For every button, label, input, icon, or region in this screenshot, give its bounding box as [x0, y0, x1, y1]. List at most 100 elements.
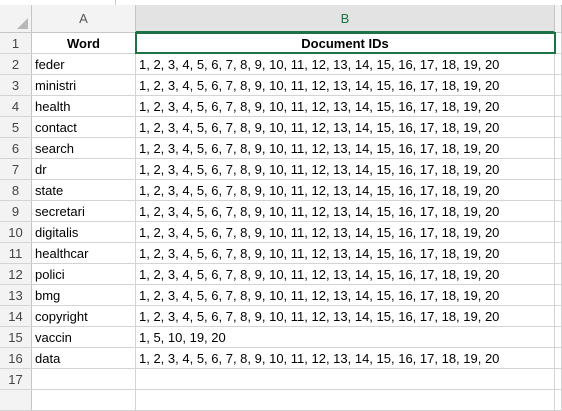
cell-extra[interactable] [555, 306, 562, 327]
cell-extra[interactable] [555, 75, 562, 96]
row-header[interactable]: 8 [0, 180, 32, 201]
cell-word[interactable]: bmg [32, 285, 136, 306]
cell-document-ids[interactable]: 1, 2, 3, 4, 5, 6, 7, 8, 9, 10, 11, 12, 1… [136, 54, 555, 75]
column-header-c[interactable] [555, 5, 562, 33]
cell-document-ids[interactable]: 1, 2, 3, 4, 5, 6, 7, 8, 9, 10, 11, 12, 1… [136, 348, 555, 369]
cell-word[interactable]: data [32, 348, 136, 369]
cell-extra[interactable] [555, 243, 562, 264]
cell-word[interactable]: digitalis [32, 222, 136, 243]
table-row: 17 [0, 369, 562, 390]
cell-extra[interactable] [555, 369, 562, 390]
cell-word[interactable]: secretari [32, 201, 136, 222]
table-row: 10 digitalis 1, 2, 3, 4, 5, 6, 7, 8, 9, … [0, 222, 562, 243]
cell-document-ids[interactable] [136, 369, 555, 390]
cell-document-ids[interactable]: 1, 2, 3, 4, 5, 6, 7, 8, 9, 10, 11, 12, 1… [136, 222, 555, 243]
cell-word[interactable] [32, 390, 136, 411]
row-header[interactable] [0, 390, 32, 411]
cell-extra[interactable] [555, 264, 562, 285]
row-header[interactable]: 1 [0, 33, 32, 54]
cell-extra[interactable] [555, 327, 562, 348]
cell-c1[interactable] [555, 33, 562, 54]
cell-word[interactable]: polici [32, 264, 136, 285]
row-header[interactable]: 14 [0, 306, 32, 327]
table-row: 5 contact 1, 2, 3, 4, 5, 6, 7, 8, 9, 10,… [0, 117, 562, 138]
table-row: 8 state 1, 2, 3, 4, 5, 6, 7, 8, 9, 10, 1… [0, 180, 562, 201]
cell-b1[interactable]: Document IDs [136, 33, 555, 54]
row-header[interactable]: 10 [0, 222, 32, 243]
cell-extra[interactable] [555, 138, 562, 159]
row-header[interactable]: 15 [0, 327, 32, 348]
cell-extra[interactable] [555, 96, 562, 117]
cell-document-ids[interactable]: 1, 2, 3, 4, 5, 6, 7, 8, 9, 10, 11, 12, 1… [136, 306, 555, 327]
cell-extra[interactable] [555, 348, 562, 369]
cell-a1[interactable]: Word [32, 33, 136, 54]
cell-document-ids[interactable]: 1, 2, 3, 4, 5, 6, 7, 8, 9, 10, 11, 12, 1… [136, 159, 555, 180]
cell-extra[interactable] [555, 285, 562, 306]
cell-word[interactable]: health [32, 96, 136, 117]
cell-document-ids[interactable]: 1, 2, 3, 4, 5, 6, 7, 8, 9, 10, 11, 12, 1… [136, 201, 555, 222]
row-header[interactable]: 7 [0, 159, 32, 180]
cell-word[interactable]: dr [32, 159, 136, 180]
row-header[interactable]: 11 [0, 243, 32, 264]
column-header-row: A B [0, 5, 562, 33]
row-header[interactable]: 17 [0, 369, 32, 390]
table-row [0, 390, 562, 411]
cell-extra[interactable] [555, 201, 562, 222]
strip-divider [115, 0, 116, 5]
row-header[interactable]: 9 [0, 201, 32, 222]
table-row: 11 healthcar 1, 2, 3, 4, 5, 6, 7, 8, 9, … [0, 243, 562, 264]
table-row: 12 polici 1, 2, 3, 4, 5, 6, 7, 8, 9, 10,… [0, 264, 562, 285]
cell-document-ids[interactable]: 1, 2, 3, 4, 5, 6, 7, 8, 9, 10, 11, 12, 1… [136, 138, 555, 159]
table-row: 16 data 1, 2, 3, 4, 5, 6, 7, 8, 9, 10, 1… [0, 348, 562, 369]
select-all-button[interactable] [0, 5, 32, 33]
row-header[interactable]: 3 [0, 75, 32, 96]
table-row: 2 feder 1, 2, 3, 4, 5, 6, 7, 8, 9, 10, 1… [0, 54, 562, 75]
table-row: 4 health 1, 2, 3, 4, 5, 6, 7, 8, 9, 10, … [0, 96, 562, 117]
cell-document-ids[interactable]: 1, 2, 3, 4, 5, 6, 7, 8, 9, 10, 11, 12, 1… [136, 264, 555, 285]
cell-extra[interactable] [555, 222, 562, 243]
cell-word[interactable]: contact [32, 117, 136, 138]
cell-word[interactable]: copyright [32, 306, 136, 327]
row-header[interactable]: 4 [0, 96, 32, 117]
row-header[interactable]: 2 [0, 54, 32, 75]
row-header[interactable]: 12 [0, 264, 32, 285]
cell-word[interactable]: vaccin [32, 327, 136, 348]
table-row: 14 copyright 1, 2, 3, 4, 5, 6, 7, 8, 9, … [0, 306, 562, 327]
cell-extra[interactable] [555, 159, 562, 180]
table-row: 1 Word Document IDs [0, 33, 562, 54]
cell-document-ids[interactable]: 1, 2, 3, 4, 5, 6, 7, 8, 9, 10, 11, 12, 1… [136, 117, 555, 138]
row-header[interactable]: 5 [0, 117, 32, 138]
cell-extra[interactable] [555, 180, 562, 201]
cell-word[interactable] [32, 369, 136, 390]
row-header[interactable]: 13 [0, 285, 32, 306]
table-row: 13 bmg 1, 2, 3, 4, 5, 6, 7, 8, 9, 10, 11… [0, 285, 562, 306]
cell-document-ids[interactable]: 1, 2, 3, 4, 5, 6, 7, 8, 9, 10, 11, 12, 1… [136, 285, 555, 306]
cell-grid: 1 Word Document IDs 2 feder 1, 2, 3, 4, … [0, 33, 562, 411]
table-row: 7 dr 1, 2, 3, 4, 5, 6, 7, 8, 9, 10, 11, … [0, 159, 562, 180]
cell-document-ids[interactable]: 1, 2, 3, 4, 5, 6, 7, 8, 9, 10, 11, 12, 1… [136, 243, 555, 264]
cell-document-ids[interactable]: 1, 2, 3, 4, 5, 6, 7, 8, 9, 10, 11, 12, 1… [136, 180, 555, 201]
cell-document-ids[interactable]: 1, 5, 10, 19, 20 [136, 327, 555, 348]
table-row: 9 secretari 1, 2, 3, 4, 5, 6, 7, 8, 9, 1… [0, 201, 562, 222]
cell-word[interactable]: search [32, 138, 136, 159]
cell-extra[interactable] [555, 390, 562, 411]
row-header[interactable]: 6 [0, 138, 32, 159]
column-header-a[interactable]: A [32, 5, 136, 33]
cell-word[interactable]: state [32, 180, 136, 201]
table-row: 3 ministri 1, 2, 3, 4, 5, 6, 7, 8, 9, 10… [0, 75, 562, 96]
table-row: 15 vaccin 1, 5, 10, 19, 20 [0, 327, 562, 348]
cell-word[interactable]: healthcar [32, 243, 136, 264]
cell-document-ids[interactable]: 1, 2, 3, 4, 5, 6, 7, 8, 9, 10, 11, 12, 1… [136, 75, 555, 96]
cell-word[interactable]: feder [32, 54, 136, 75]
top-strip [0, 0, 562, 5]
cell-word[interactable]: ministri [32, 75, 136, 96]
select-all-triangle-icon [17, 18, 28, 29]
table-row: 6 search 1, 2, 3, 4, 5, 6, 7, 8, 9, 10, … [0, 138, 562, 159]
column-header-b[interactable]: B [136, 5, 555, 33]
cell-extra[interactable] [555, 117, 562, 138]
row-header[interactable]: 16 [0, 348, 32, 369]
cell-document-ids[interactable] [136, 390, 555, 411]
cell-document-ids[interactable]: 1, 2, 3, 4, 5, 6, 7, 8, 9, 10, 11, 12, 1… [136, 96, 555, 117]
cell-extra[interactable] [555, 54, 562, 75]
